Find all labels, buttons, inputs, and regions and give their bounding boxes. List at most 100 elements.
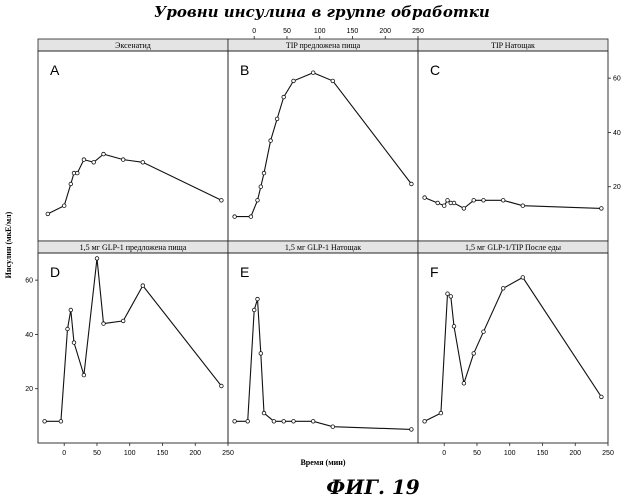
panel-letter: B <box>240 62 249 78</box>
series-line <box>425 277 602 421</box>
data-point <box>82 158 86 162</box>
panel-letter: A <box>50 62 60 78</box>
x-tick-label: 250 <box>222 450 234 457</box>
data-point <box>331 425 335 429</box>
top-x-axis: 050100150200250 <box>252 28 424 39</box>
series-line <box>48 154 222 214</box>
y-tick-label: 20 <box>613 184 621 191</box>
data-point <box>272 420 276 424</box>
x-tick-label: 100 <box>314 28 326 35</box>
bottom-x-axis: 050100150200250050100150200250 <box>62 443 614 457</box>
data-point <box>46 212 50 216</box>
x-tick-label: 250 <box>602 450 614 457</box>
data-point <box>331 79 335 83</box>
panel-frame <box>228 253 418 443</box>
panel-d: 1,5 мг GLP-1 предложена пища D <box>38 241 228 443</box>
left-y-axis: 20 40 60 <box>25 278 38 394</box>
x-tick-label: 0 <box>62 450 66 457</box>
data-point <box>423 420 427 424</box>
data-point <box>449 295 453 299</box>
data-point <box>452 201 456 205</box>
data-point <box>76 171 80 175</box>
data-point <box>220 384 224 388</box>
data-point <box>141 284 145 288</box>
data-point <box>262 171 266 175</box>
data-point <box>292 420 296 424</box>
panel-strip-label: 1,5 мг GLP-1 предложена пища <box>80 243 187 252</box>
data-point <box>446 199 450 203</box>
x-tick-label: 150 <box>157 450 169 457</box>
data-point <box>472 199 476 203</box>
data-point <box>482 330 486 334</box>
panel-letter: F <box>430 264 439 280</box>
panel-b: TIP предложена пища B <box>228 39 418 241</box>
data-point <box>442 204 446 208</box>
data-point <box>102 322 106 326</box>
panel-c: TIP Натощак C <box>418 39 608 241</box>
x-tick-label: 150 <box>347 28 359 35</box>
data-point <box>233 420 237 424</box>
y-axis-label: Инсулин (мкЕ/мл) <box>4 211 13 278</box>
data-point <box>501 287 505 291</box>
data-point <box>446 292 450 296</box>
panel-strip-label: TIP предложена пища <box>286 41 361 50</box>
data-point <box>439 411 443 415</box>
x-tick-label: 0 <box>442 450 446 457</box>
data-point <box>436 201 440 205</box>
data-point <box>482 199 486 203</box>
panel-a: Эксенатид A <box>38 39 228 241</box>
data-point <box>62 204 66 208</box>
data-point <box>462 207 466 211</box>
x-tick-label: 250 <box>412 28 424 35</box>
y-tick-label: 40 <box>25 332 33 339</box>
y-tick-label: 20 <box>25 386 33 393</box>
panel-frame <box>418 253 608 443</box>
data-point <box>72 341 76 345</box>
panel-frame <box>418 51 608 241</box>
data-point <box>600 207 604 211</box>
panel-letter: C <box>430 62 440 78</box>
data-point <box>410 428 414 432</box>
data-point <box>102 152 106 156</box>
data-point <box>249 215 253 219</box>
x-tick-label: 50 <box>93 450 101 457</box>
data-point <box>423 196 427 200</box>
data-point <box>256 199 260 203</box>
panel-frame <box>228 51 418 241</box>
data-point <box>59 420 63 424</box>
series-line <box>235 73 412 217</box>
data-point <box>69 308 73 312</box>
panel-frame <box>38 51 228 241</box>
x-tick-label: 100 <box>504 450 516 457</box>
data-point <box>233 215 237 219</box>
x-tick-label: 150 <box>537 450 549 457</box>
data-point <box>256 297 260 301</box>
panel-letter: D <box>50 264 60 280</box>
data-point <box>259 185 263 189</box>
data-point <box>521 276 525 280</box>
data-point <box>262 411 266 415</box>
data-point <box>275 117 279 121</box>
y-tick-label: 60 <box>613 76 621 83</box>
data-point <box>311 71 315 75</box>
data-point <box>600 395 604 399</box>
data-point <box>121 319 125 323</box>
panel-strip-label: Эксенатид <box>115 41 151 50</box>
panel-strip-label: 1,5 мг GLP-1 Натощак <box>285 243 361 252</box>
x-tick-label: 200 <box>189 450 201 457</box>
x-tick-label: 200 <box>569 450 581 457</box>
figure-caption: ФИГ. 19 <box>326 475 420 499</box>
y-tick-label: 60 <box>25 278 33 285</box>
data-point <box>246 420 250 424</box>
data-point <box>121 158 125 162</box>
panel-strip-label: TIP Натощак <box>491 41 535 50</box>
x-tick-label: 200 <box>379 28 391 35</box>
data-point <box>269 139 273 143</box>
data-point <box>92 161 96 165</box>
panel-f: 1,5 мг GLP-1/TIP После едыF <box>418 241 608 443</box>
data-point <box>220 199 224 203</box>
data-point <box>292 79 296 83</box>
data-point <box>452 325 456 329</box>
panels-grid: Эксенатид A TIP предложена пища B TIP Натоща… <box>38 39 608 443</box>
